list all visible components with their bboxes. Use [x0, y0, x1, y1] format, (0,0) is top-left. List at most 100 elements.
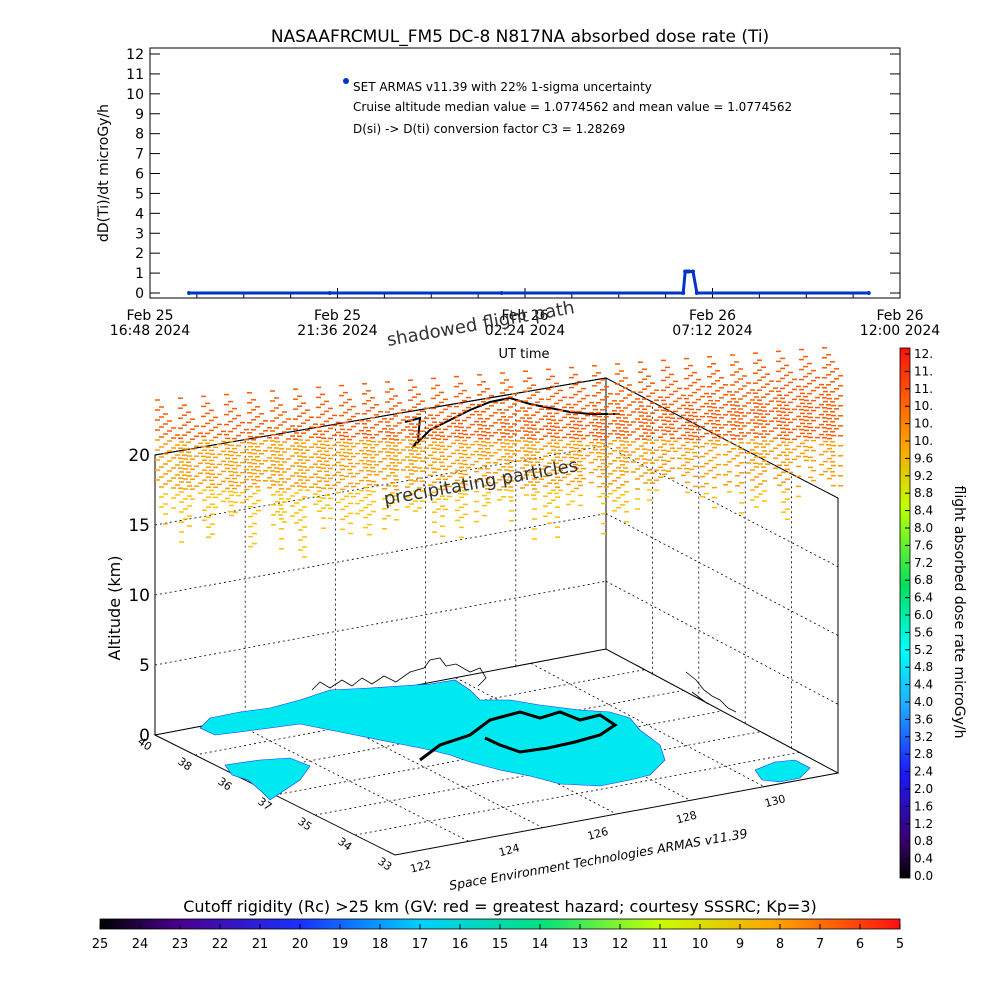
annotation-armas-version: SET ARMAS v11.39 with 22% 1-sigma uncert…	[353, 80, 652, 94]
data-point	[690, 269, 695, 274]
cutoff-tick-label: 15	[492, 937, 509, 952]
dose-tick-label: 10.	[914, 417, 933, 431]
longitude-tick: 128	[675, 809, 699, 827]
cutoff-tick-label: 22	[212, 937, 229, 952]
x-tick-label-date: Feb 26	[689, 308, 736, 324]
dose-tick-label: 9.2	[914, 469, 933, 483]
cutoff-tick-label: 9	[736, 937, 744, 952]
x-tick-label-time: 12:00 2024	[860, 323, 941, 339]
y-tick-label: 8	[135, 127, 144, 143]
cutoff-tick-label: 10	[692, 937, 709, 952]
dose-tick-label: 1.2	[914, 817, 933, 831]
dose-tick-label: 5.2	[914, 643, 933, 657]
x-axis-label: UT time	[499, 347, 550, 362]
dose-tick-label: 1.6	[914, 799, 933, 813]
dose-tick-label: 6.4	[914, 591, 933, 605]
y-tick-label: 4	[135, 206, 144, 222]
x-tick-label-time: 02:24 2024	[485, 323, 566, 339]
altitude-tick: 20	[128, 446, 150, 466]
dose-tick-label: 2.0	[914, 782, 933, 796]
wall-grid-line	[154, 445, 607, 526]
y-tick-label: 0	[135, 286, 144, 302]
series-line	[189, 270, 869, 295]
dose-colorbar	[899, 347, 911, 879]
dose-tick-label: 6.0	[914, 608, 933, 622]
y-axis-label: dD(Ti)/dt microGy/h	[96, 104, 112, 242]
floor-grid-line	[530, 662, 765, 788]
y-tick-label: 5	[135, 186, 144, 202]
cutoff-tick-label: 20	[292, 937, 309, 952]
cutoff-tick-label: 7	[816, 937, 824, 952]
y-tick-label: 1	[135, 266, 144, 282]
flight-path-ground	[419, 710, 618, 762]
altitude-tick: 10	[128, 586, 150, 606]
x-tick-label-date: Feb 25	[126, 308, 173, 324]
dose-tick-label: 4.8	[914, 660, 933, 674]
cutoff-tick-label: 12	[612, 937, 629, 952]
cutoff-tick-label: 14	[532, 937, 549, 952]
dose-tick-label: 0.0	[914, 869, 933, 883]
cutoff-tick-label: 19	[332, 937, 349, 952]
cutoff-colorbar-label: Cutoff rigidity (Rc) >25 km (GV: red = g…	[183, 897, 817, 916]
y-tick-label: 2	[135, 246, 144, 262]
dose-tick-label: 8.4	[914, 504, 933, 518]
x-tick-label-time: 07:12 2024	[672, 323, 753, 339]
altitude-tick-labels: 0 5 10 15 20	[128, 446, 150, 746]
chart-title: NASAAFRCMUL_FM5 DC-8 N817NA absorbed dos…	[271, 27, 769, 47]
dose-tick-label: 5.6	[914, 625, 933, 639]
dose-tick-label: 7.2	[914, 556, 933, 570]
latitude-tick: 33	[375, 855, 394, 874]
y-tick-label: 11	[126, 67, 144, 83]
wall-top-edge	[154, 377, 607, 456]
data-point	[499, 291, 504, 295]
x-tick-label-date: Feb 25	[314, 308, 361, 324]
longitude-tick: 124	[497, 841, 521, 859]
annotation-cruise-median: Cruise altitude median value = 1.0774562…	[353, 100, 792, 114]
y-tick-label: 12	[126, 47, 144, 63]
longitude-tick: 122	[409, 858, 433, 876]
wall-grid-line	[605, 580, 839, 705]
dose-tick-label: 10.	[914, 434, 933, 448]
cutoff-colorbar-ticks: 25 24 23 22 21 20 19 18 17 16 15 14 13 12 11 10 9 8 7 6 5	[92, 924, 904, 952]
y-tick-label: 9	[135, 107, 144, 123]
cutoff-tick-label: 11	[652, 937, 669, 952]
data-point	[327, 291, 332, 295]
dose-colorbar-label: flight absorbed dose rate microGy/h	[951, 486, 967, 739]
z-axis-label: Altitude (km)	[105, 556, 124, 661]
precipitating-particle-dashes	[155, 347, 843, 558]
cutoff-tick-label: 17	[412, 937, 429, 952]
x-tick-label-time: 16:48 2024	[110, 323, 191, 339]
island-east	[754, 759, 811, 783]
dose-tick-label: 6.8	[914, 573, 933, 587]
data-point	[694, 291, 699, 295]
y-tick-label: 3	[135, 226, 144, 242]
cutoff-tick-label: 6	[856, 937, 864, 952]
cutoff-tick-label: 24	[132, 937, 149, 952]
land-mass-korea	[199, 679, 666, 787]
latitude-tick: 34	[335, 835, 354, 854]
x-tick-label-date: Feb 26	[501, 308, 548, 324]
longitude-tick: 126	[586, 825, 610, 843]
data-point	[866, 291, 871, 295]
dose-tick-label: 10.	[914, 399, 933, 413]
x-tick-label-date: Feb 26	[876, 308, 923, 324]
cutoff-tick-label: 23	[172, 937, 189, 952]
floor-grid-line	[194, 669, 645, 756]
cutoff-tick-label: 13	[572, 937, 589, 952]
floor-grid-line	[274, 710, 723, 796]
coastline-small-islands	[685, 671, 737, 713]
cutoff-tick-label: 21	[252, 937, 269, 952]
floor-grid-line	[234, 689, 684, 776]
y-tick-label: 10	[126, 87, 144, 103]
dose-tick-label: 8.0	[914, 521, 933, 535]
dose-tick-label: 3.6	[914, 712, 933, 726]
dose-tick-label: 7.6	[914, 538, 933, 552]
cutoff-tick-label: 18	[372, 937, 389, 952]
dose-tick-label: 12.	[914, 347, 933, 361]
altitude-tick: 5	[139, 656, 150, 676]
annotation-conversion-factor: D(si) -> D(ti) conversion factor C3 = 1.…	[353, 122, 625, 136]
wall-grid-line	[154, 513, 607, 596]
longitude-tick: 130	[763, 792, 787, 810]
